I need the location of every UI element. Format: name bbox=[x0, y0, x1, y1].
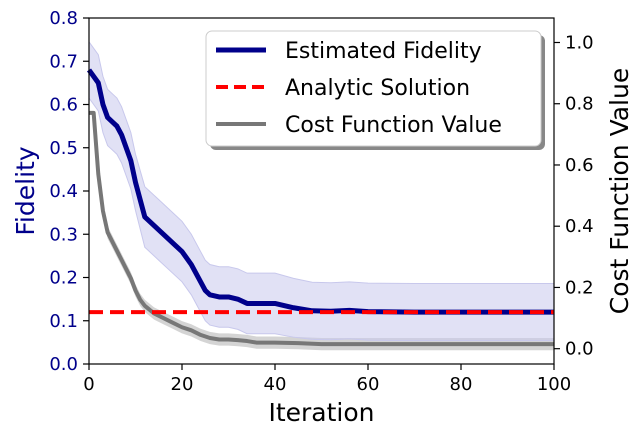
right-y-axis-title: Cost Function Value bbox=[605, 68, 634, 314]
right-y-tick-label: 0.6 bbox=[565, 155, 594, 176]
left-y-tick-label: 0.4 bbox=[49, 181, 78, 202]
left-y-tick-label: 0.0 bbox=[49, 354, 78, 375]
legend-box bbox=[205, 30, 542, 147]
x-tick-label: 40 bbox=[264, 374, 287, 395]
x-tick-label: 20 bbox=[171, 374, 194, 395]
left-y-tick-label: 0.8 bbox=[49, 8, 78, 29]
legend-label-estimated-fidelity: Estimated Fidelity bbox=[285, 39, 482, 64]
series-lines bbox=[86, 68, 554, 347]
right-y-tick-label: 0.0 bbox=[565, 339, 594, 360]
left-y-tick-label: 0.5 bbox=[49, 138, 78, 159]
right-y-tick-label: 1.0 bbox=[565, 32, 594, 53]
left-y-tick-label: 0.7 bbox=[49, 51, 78, 72]
x-axis-title: Iteration bbox=[268, 398, 374, 427]
left-y-tick-label: 0.2 bbox=[49, 268, 78, 289]
right-y-tick-label: 0.2 bbox=[565, 277, 594, 298]
legend: Estimated Fidelity Analytic Solution Cos… bbox=[205, 30, 545, 150]
x-tick-label: 60 bbox=[357, 374, 380, 395]
line-cost-function-value bbox=[89, 110, 554, 347]
x-tick-label: 80 bbox=[450, 374, 473, 395]
axis-ticks: 0 20 40 60 80 100 0.0 0.1 0.2 0.3 0.4 0.5 0.6 0.7 0.8 0… bbox=[49, 8, 593, 395]
legend-label-analytic-solution: Analytic Solution bbox=[285, 76, 470, 101]
right-y-tick-label: 0.4 bbox=[565, 216, 594, 237]
x-tick-label: 100 bbox=[537, 374, 571, 395]
x-tick-label: 0 bbox=[83, 374, 94, 395]
left-y-tick-label: 0.1 bbox=[49, 311, 78, 332]
legend-label-cost-function-value: Cost Function Value bbox=[285, 113, 502, 138]
left-y-tick-label: 0.3 bbox=[49, 224, 78, 245]
left-y-axis-title: Fidelity bbox=[11, 146, 40, 235]
right-y-tick-label: 0.8 bbox=[565, 94, 594, 115]
left-y-tick-label: 0.6 bbox=[49, 95, 78, 116]
